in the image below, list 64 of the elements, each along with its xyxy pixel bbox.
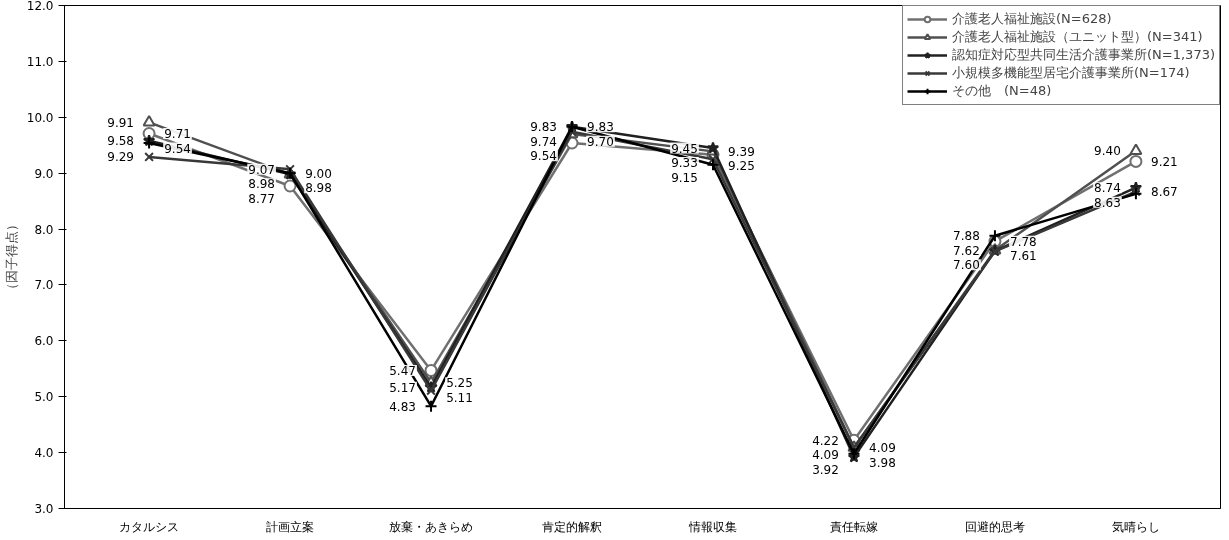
x-tick-label: 回避的思考: [964, 519, 1025, 534]
legend-label: 介護老人福祉施設(N=628): [952, 10, 1112, 28]
data-label: 5.17: [389, 380, 416, 395]
x-tick-label: 肯定的解釈: [542, 519, 603, 534]
y-tick-label: 5.0: [34, 390, 54, 405]
x-tick-label: 情報収集: [687, 519, 737, 534]
data-label: 7.60: [953, 258, 980, 273]
data-label: 9.58: [107, 134, 134, 149]
x-tick-label: 責任転嫁: [829, 519, 878, 534]
data-label: 4.09: [869, 441, 896, 456]
y-tick-label: 3.0: [34, 502, 54, 516]
data-label: 9.33: [671, 156, 698, 171]
data-label: 8.63: [1094, 195, 1121, 210]
data-label: 9.74: [530, 134, 557, 149]
y-tick-label: 8.0: [34, 222, 54, 237]
legend-label: その他 (N=48): [952, 82, 1052, 100]
legend-label: 小規模多機能型居宅介護事業所(N=174): [952, 64, 1190, 82]
data-label: 9.91: [107, 115, 134, 130]
data-label: 7.61: [1010, 249, 1037, 264]
data-label: 9.71: [164, 126, 191, 141]
data-label: 9.15: [671, 170, 698, 185]
y-tick-label: 9.0: [34, 166, 54, 181]
data-label: 9.29: [107, 150, 134, 165]
data-label: 7.62: [953, 243, 980, 258]
data-label: 7.78: [1010, 234, 1037, 249]
y-axis-title: （因子得点）: [3, 218, 19, 296]
data-label: 8.67: [1151, 185, 1178, 200]
data-label: 9.21: [1151, 154, 1178, 169]
data-label: 4.83: [389, 399, 416, 414]
data-label: 5.11: [446, 390, 473, 405]
data-label: 7.88: [953, 229, 980, 244]
x-tick-label: 気晴らし: [1111, 519, 1160, 534]
data-label: 9.45: [671, 141, 698, 156]
data-label: 9.54: [530, 149, 557, 164]
data-label: 9.83: [530, 120, 557, 135]
x-tick-label: カタルシス: [119, 519, 180, 534]
y-tick-label: 10.0: [26, 110, 54, 125]
y-tick-label: 12.0: [26, 0, 54, 13]
y-tick-label: 11.0: [26, 54, 54, 69]
data-label: 4.09: [812, 448, 839, 463]
data-label: 4.22: [812, 433, 839, 448]
data-label: 9.70: [587, 134, 614, 149]
x-tick-label: 計画立案: [266, 519, 315, 534]
data-label: 3.92: [812, 462, 839, 477]
data-label: 9.40: [1094, 144, 1121, 159]
data-label: 8.74: [1094, 181, 1121, 196]
y-tick-label: 7.0: [34, 278, 54, 293]
data-label: 8.98: [305, 181, 332, 196]
data-label: 5.47: [389, 363, 416, 378]
data-label: 9.25: [728, 159, 755, 174]
data-label: 9.39: [728, 144, 755, 159]
data-label: 5.25: [446, 376, 473, 391]
x-tick-label: 放棄・あきらめ: [389, 519, 474, 534]
data-label: 9.54: [164, 141, 191, 156]
data-label: 8.98: [248, 177, 275, 192]
legend-label: 認知症対応型共同生活介護事業所(N=1,373): [952, 46, 1215, 64]
data-label: 3.98: [869, 455, 896, 470]
data-label: 8.77: [248, 191, 275, 206]
legend-label: 介護老人福祉施設（ユニット型）(N=341): [952, 28, 1203, 46]
data-label: 9.00: [305, 166, 332, 181]
y-tick-label: 6.0: [34, 334, 54, 349]
data-label: 9.07: [248, 162, 275, 177]
y-tick-label: 4.0: [34, 446, 54, 461]
data-label: 9.83: [587, 120, 614, 135]
